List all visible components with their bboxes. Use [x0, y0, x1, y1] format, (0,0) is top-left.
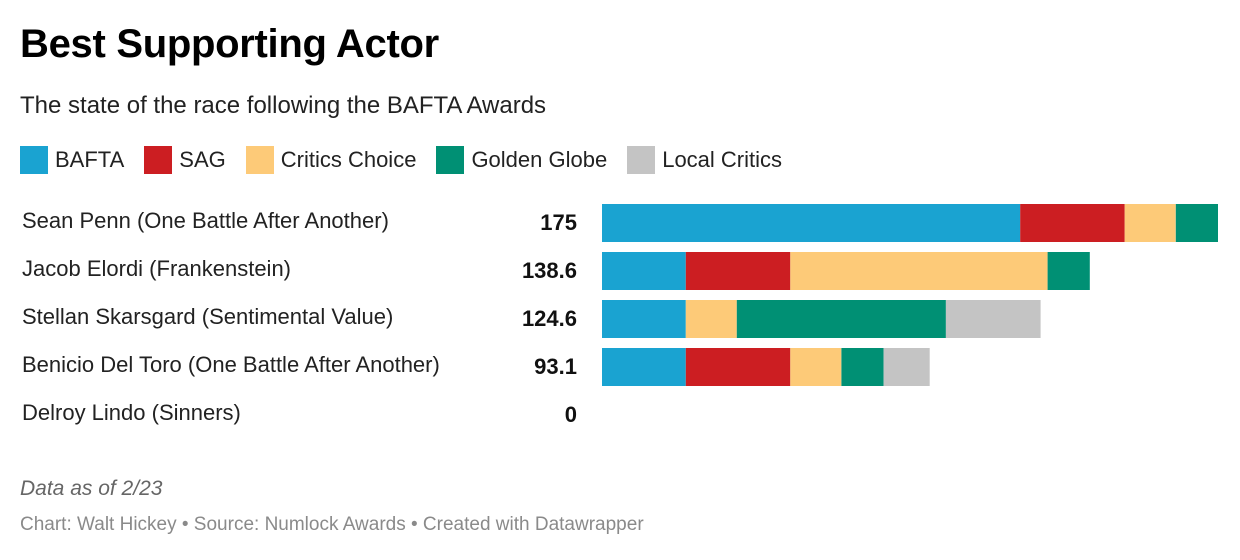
legend-label-critics-choice: Critics Choice	[280, 147, 417, 172]
bar-segment-golden-globe	[1175, 204, 1218, 242]
row-label: Jacob Elordi (Frankenstein)	[22, 256, 292, 281]
bar-segment-golden-globe	[736, 300, 946, 338]
row-total: 93.1	[534, 354, 577, 379]
legend-swatch-critics-choice	[245, 146, 274, 174]
row-label: Stellan Skarsgard (Sentimental Value)	[22, 304, 394, 329]
legend-label-local-critics: Local Critics	[662, 147, 783, 172]
legend-item-local-critics: Local Critics	[627, 146, 782, 174]
chart-row: Sean Penn (One Battle After Another) 175	[0, 198, 1240, 246]
row-label: Delroy Lindo (Sinners)	[22, 400, 241, 425]
legend: BAFTA SAG Critics Choice Golden Globe Lo…	[20, 146, 802, 174]
stacked-bar	[602, 348, 930, 386]
legend-swatch-golden-globe	[436, 146, 465, 174]
legend-swatch-sag	[144, 146, 173, 174]
bar-segment-bafta	[602, 252, 686, 290]
legend-swatch-local-critics	[627, 146, 656, 174]
bar-segment-bafta	[602, 348, 686, 386]
bar-segment-golden-globe	[1047, 252, 1090, 290]
chart-row: Benicio Del Toro (One Battle After Anoth…	[0, 342, 1240, 390]
bar-segment-local-critics	[883, 348, 930, 386]
stacked-bar	[602, 252, 1090, 290]
row-label: Benicio Del Toro (One Battle After Anoth…	[22, 352, 440, 377]
bar-segment-critics-choice	[790, 348, 842, 386]
bar-segment-bafta	[602, 300, 686, 338]
row-total: 124.6	[521, 306, 577, 331]
legend-label-golden-globe: Golden Globe	[471, 147, 608, 172]
row-total: 0	[564, 402, 577, 427]
legend-item-golden-globe: Golden Globe	[436, 146, 607, 174]
chart-title: Best Supporting Actor	[20, 22, 439, 66]
legend-item-sag: SAG	[144, 146, 226, 174]
stacked-bar	[602, 300, 1041, 338]
bar-segment-critics-choice	[685, 300, 737, 338]
legend-label-bafta: BAFTA	[55, 147, 125, 172]
chart-subtitle: The state of the race following the BAFT…	[20, 92, 547, 119]
bar-segment-sag	[1020, 204, 1125, 242]
bar-segment-critics-choice	[790, 252, 1048, 290]
row-total: 138.6	[521, 258, 577, 283]
chart-row: Jacob Elordi (Frankenstein) 138.6	[0, 246, 1240, 294]
stacked-bar	[600, 390, 1220, 438]
bar-segment-golden-globe	[841, 348, 884, 386]
chart-credit: Chart: Walt Hickey • Source: Numlock Awa…	[20, 514, 644, 535]
bar-segment-sag	[685, 348, 791, 386]
row-label: Sean Penn (One Battle After Another)	[22, 208, 389, 233]
bar-segment-bafta	[602, 204, 1021, 242]
data-note: Data as of 2/23	[20, 477, 163, 500]
bar-segment-sag	[685, 252, 791, 290]
row-total: 175	[540, 210, 577, 235]
legend-swatch-bafta	[20, 146, 48, 174]
bar-segment-critics-choice	[1124, 204, 1176, 242]
legend-label-sag: SAG	[179, 147, 226, 172]
bar-segment-local-critics	[945, 300, 1041, 338]
legend-item-critics-choice: Critics Choice	[245, 146, 417, 174]
chart-row: Stellan Skarsgard (Sentimental Value) 12…	[0, 294, 1240, 342]
chart-row: Delroy Lindo (Sinners) 0	[0, 390, 1240, 438]
legend-item-bafta: BAFTA	[20, 146, 124, 174]
stacked-bar	[602, 204, 1218, 242]
